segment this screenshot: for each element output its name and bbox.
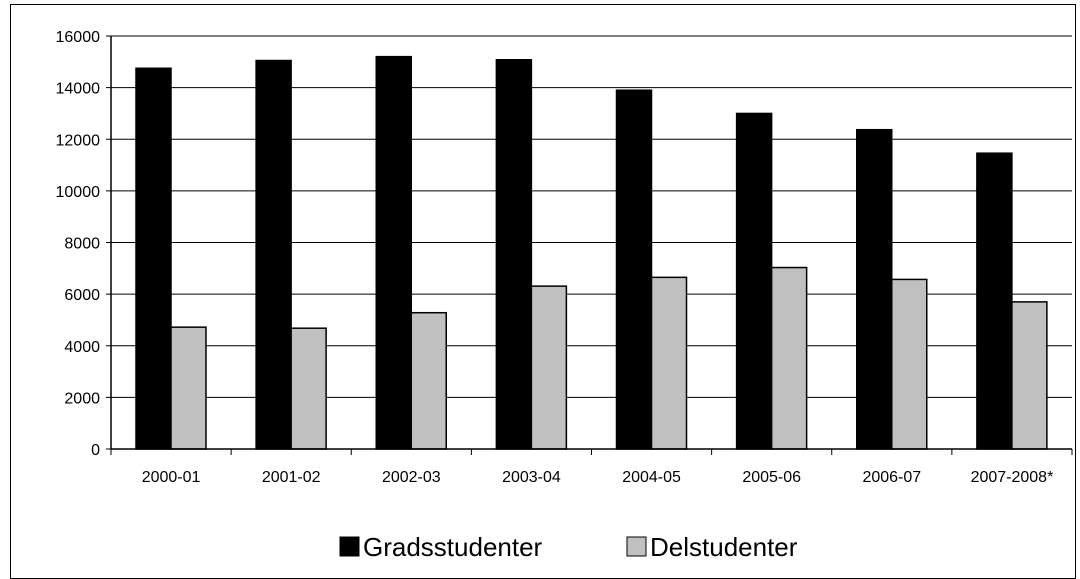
bar-gradsstudenter-2002-03 <box>375 55 412 450</box>
y-tick-label: 10000 <box>56 184 101 201</box>
y-tick-label: 16000 <box>56 29 101 46</box>
x-axis-ticks: 2000-01 2001-02 2002-03 2003-04 2004-05 2005-… <box>110 449 1073 486</box>
legend-swatch-gradsstudenter <box>339 536 360 557</box>
x-tick-label: 2003-04 <box>502 469 561 486</box>
y-axis-ticks: 0 2000 4000 6000 8000 10000 12000 14000 16000 <box>56 29 111 459</box>
bar-delstudenter-2002-03 <box>410 311 447 450</box>
bar-gradsstudenter-2005-06 <box>735 112 773 450</box>
bar-gradsstudenter-2001-02 <box>255 59 292 450</box>
bars <box>135 55 1048 450</box>
y-tick-label: 4000 <box>64 339 100 356</box>
y-tick-label: 8000 <box>64 236 100 253</box>
bar-delstudenter-2000-01 <box>170 326 207 450</box>
x-tick-label: 2001-02 <box>262 469 321 486</box>
bar-gradsstudenter-2004-05 <box>615 89 653 450</box>
bar-delstudenter-2003-04 <box>530 285 568 450</box>
gridlines <box>111 35 1072 398</box>
x-tick-label: 2007-2008* <box>971 469 1054 486</box>
bar-delstudenter-2001-02 <box>290 327 327 450</box>
legend-label-gradsstudenter: Gradsstudenter <box>363 532 543 562</box>
bar-delstudenter-2006-07 <box>891 278 928 450</box>
y-tick-label: 14000 <box>56 81 101 98</box>
bar-delstudenter-2007-2008- <box>1011 301 1048 450</box>
legend-swatch-delstudenter <box>626 536 647 557</box>
y-tick-label: 2000 <box>64 390 100 407</box>
legend: Gradsstudenter Delstudenter <box>339 532 798 562</box>
x-tick-label: 2002-03 <box>382 469 441 486</box>
x-tick-label: 2000-01 <box>142 469 201 486</box>
bar-gradsstudenter-2007-2008- <box>976 152 1013 450</box>
y-tick-label: 6000 <box>64 287 100 304</box>
x-tick-label: 2006-07 <box>862 469 921 486</box>
legend-label-delstudenter: Delstudenter <box>650 532 798 562</box>
x-tick-label: 2005-06 <box>742 469 801 486</box>
bar-gradsstudenter-2006-07 <box>856 128 893 450</box>
x-tick-label: 2004-05 <box>622 469 681 486</box>
y-tick-label: 0 <box>91 442 100 459</box>
bar-delstudenter-2005-06 <box>770 266 808 450</box>
bar-gradsstudenter-2000-01 <box>135 67 172 450</box>
bar-gradsstudenter-2003-04 <box>495 58 533 450</box>
bar-chart: 0 2000 4000 6000 8000 10000 12000 14000 16000 20… <box>56 29 1073 562</box>
y-tick-label: 12000 <box>56 132 101 149</box>
bar-delstudenter-2004-05 <box>650 276 688 450</box>
